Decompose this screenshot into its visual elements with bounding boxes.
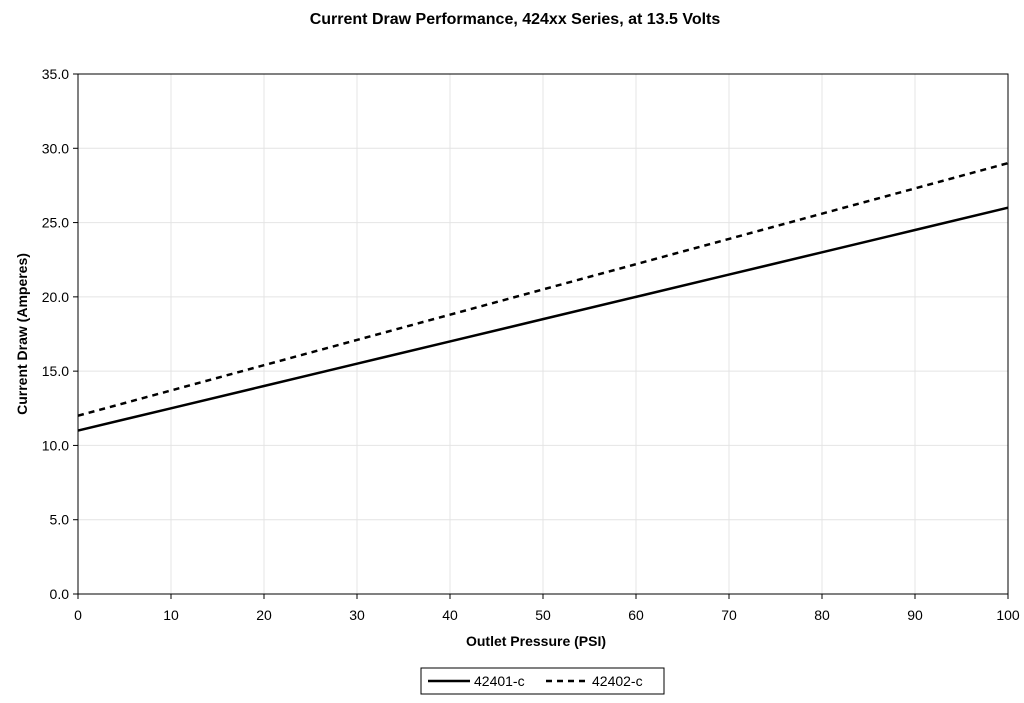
x-tick-label: 70 [721,607,737,623]
y-tick-label: 15.0 [42,363,69,379]
series-line-42401-c [77,206,1009,432]
x-tick-label: 100 [996,607,1020,623]
legend-label-42401-c: 42401-c [474,673,525,689]
x-tick-label: 40 [442,607,458,623]
y-tick-label: 25.0 [42,215,69,231]
y-tick-label: 35.0 [42,66,69,82]
gridlines [78,74,1008,594]
x-tick-label: 0 [74,607,82,623]
y-tick-label: 30.0 [42,140,69,156]
x-tick-label: 20 [256,607,272,623]
x-tick-label: 50 [535,607,551,623]
y-tick-label: 20.0 [42,289,69,305]
x-tick-label: 10 [163,607,179,623]
x-tick-label: 80 [814,607,830,623]
series-line-42402-c [77,161,1009,417]
y-tick-label: 0.0 [50,586,70,602]
y-axis-title: Current Draw (Amperes) [14,253,30,415]
chart-title: Current Draw Performance, 424xx Series, … [310,11,721,28]
y-tick-label: 10.0 [42,437,69,453]
series-lines [77,161,1009,432]
x-tick-label: 90 [907,607,923,623]
y-tick-label: 5.0 [50,512,70,528]
legend-label-42402-c: 42402-c [592,673,643,689]
x-tick-label: 30 [349,607,365,623]
x-tick-label: 60 [628,607,644,623]
x-axis-title: Outlet Pressure (PSI) [466,633,606,649]
axis-ticks: 0 10 20 30 40 50 60 70 80 90 100 0.0 5.0 10.0 15.0 20.0… [42,66,1020,623]
legend: 42401-c 42402-c [420,667,665,695]
